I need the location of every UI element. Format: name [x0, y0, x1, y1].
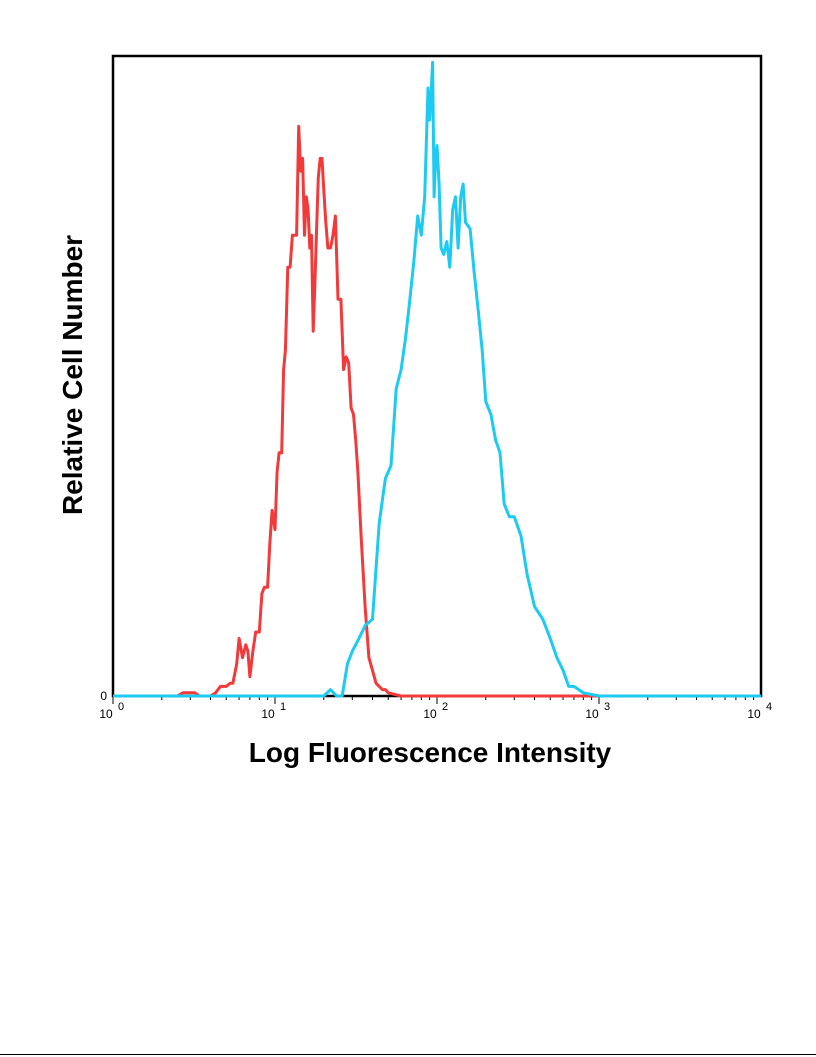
- series-layer: [113, 60, 761, 698]
- series-line-1: [113, 60, 761, 698]
- x-axis-title: Log Fluorescence Intensity: [249, 737, 612, 768]
- y-tick-label: 0: [100, 689, 107, 703]
- x-tick-label-exponent: 0: [118, 701, 124, 713]
- x-tick-label-base: 10: [423, 707, 437, 721]
- x-tick-label-base: 10: [747, 707, 761, 721]
- page-bottom-rule: [0, 1054, 816, 1055]
- x-tick-label-exponent: 3: [604, 701, 610, 713]
- x-tick-label-base: 10: [261, 707, 275, 721]
- x-tick-label-exponent: 2: [442, 701, 448, 713]
- x-tick-label-exponent: 1: [280, 701, 286, 713]
- y-axis-title: Relative Cell Number: [57, 235, 88, 515]
- x-tick-label-base: 10: [585, 707, 599, 721]
- series-line-0: [113, 124, 761, 698]
- x-tick-label-exponent: 4: [766, 701, 772, 713]
- x-axis-tick-labels: 10 0 10 1 10 2 10 3 10 4: [99, 701, 772, 721]
- x-tick-label-base: 10: [99, 707, 113, 721]
- y-axis-tick-labels: 0: [100, 689, 107, 703]
